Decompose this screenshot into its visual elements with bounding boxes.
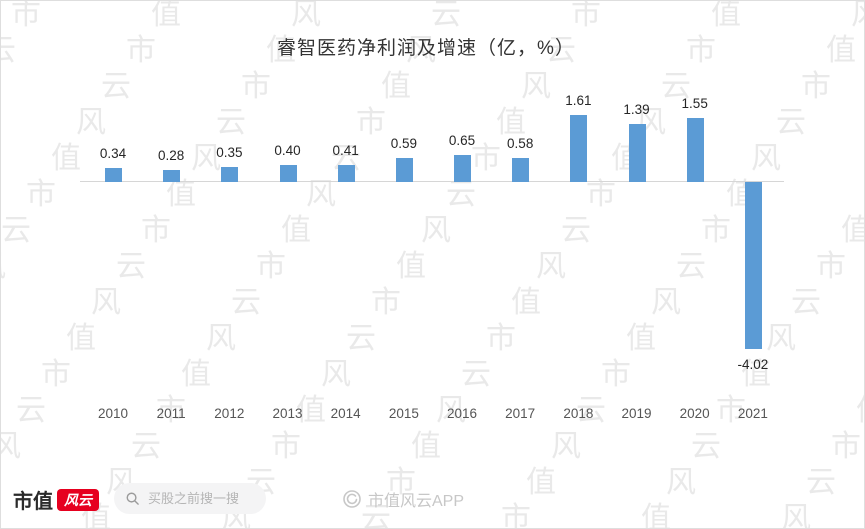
bar xyxy=(395,157,413,182)
plot-area: 0.34 2010 0.28 2011 0.35 2012 0.40 2013 0.41 2014… xyxy=(80,61,784,441)
watermark-char: 值 xyxy=(151,0,181,31)
x-axis-label: 2013 xyxy=(272,406,303,421)
bar xyxy=(279,165,297,182)
x-axis-label: 2019 xyxy=(621,406,652,421)
x-axis-label: 2014 xyxy=(330,406,361,421)
watermark-char: 值 xyxy=(856,396,864,426)
watermark-char: 市 xyxy=(816,250,846,283)
app-watermark-text: 市值风云APP xyxy=(368,493,465,510)
watermark-char: 市 xyxy=(831,430,861,463)
bar-column: 0.40 2013 xyxy=(259,61,317,441)
bar-column: 0.41 2014 xyxy=(317,61,375,441)
search-icon xyxy=(126,492,139,505)
zero-axis-line xyxy=(80,181,784,182)
x-axis-label: 2012 xyxy=(214,406,245,421)
watermark-char: 市 xyxy=(801,70,831,103)
x-axis-label: 2021 xyxy=(737,406,768,421)
bar-column: 0.65 2016 xyxy=(433,61,491,441)
bar xyxy=(686,117,704,182)
bar-column: 0.35 2012 xyxy=(200,61,258,441)
bar-value-label: 0.40 xyxy=(274,143,301,159)
bar-column: 0.28 2011 xyxy=(142,61,200,441)
watermark-char: 云 xyxy=(1,214,31,247)
bar-column: 0.59 2015 xyxy=(375,61,433,441)
bar xyxy=(337,164,355,182)
watermark-char: 云 xyxy=(16,394,46,427)
bar-value-label: -4.02 xyxy=(737,356,769,372)
bar-value-label: 0.35 xyxy=(216,145,243,161)
bar-value-label: 1.39 xyxy=(623,102,650,118)
bar-value-label: 1.61 xyxy=(565,93,592,109)
chart-title: 睿智医药净利润及增速（亿，%） xyxy=(277,38,575,59)
bar-value-label: 0.28 xyxy=(158,148,185,164)
bar xyxy=(570,115,588,182)
watermark-char: 市 xyxy=(571,0,601,31)
bar xyxy=(628,124,646,182)
bar xyxy=(221,167,239,182)
x-axis-label: 2017 xyxy=(505,406,536,421)
bar xyxy=(744,182,762,349)
bar xyxy=(105,167,122,182)
watermark-char: 值 xyxy=(841,216,864,246)
brand-badge: 风云 xyxy=(57,488,99,511)
watermark-char: 市 xyxy=(41,358,71,391)
brand-text: 市值 xyxy=(13,491,53,513)
watermark-char: 风 xyxy=(1,432,21,462)
search-input[interactable] xyxy=(146,490,255,507)
bar xyxy=(163,170,181,182)
app-watermark: 市值风云APP xyxy=(342,487,464,511)
watermark-char: 市 xyxy=(11,0,41,31)
x-axis-label: 2015 xyxy=(388,406,419,421)
bar-column: 0.58 2017 xyxy=(491,61,549,441)
x-axis-label: 2010 xyxy=(97,406,129,421)
bar-value-label: 0.59 xyxy=(390,135,417,151)
bar-value-label: 0.65 xyxy=(448,133,476,149)
bar-value-label: 1.55 xyxy=(681,95,708,111)
watermark-char: 市 xyxy=(26,178,56,211)
footer-bar: 市值 风云 市值风云APP xyxy=(1,468,864,528)
bar-column: 1.55 2020 xyxy=(666,61,724,441)
watermark-char: 风 xyxy=(291,0,321,31)
bar-value-label: 0.34 xyxy=(99,145,127,161)
watermark-char: 风 xyxy=(851,1,864,30)
watermark-char: 值 xyxy=(711,0,741,31)
x-axis-label: 2020 xyxy=(679,406,710,421)
search-box[interactable] xyxy=(114,483,266,514)
x-axis-label: 2011 xyxy=(156,406,186,421)
x-axis-label: 2018 xyxy=(563,406,594,421)
bar-column: 1.39 2019 xyxy=(608,61,666,441)
bar-value-label: 0.58 xyxy=(507,135,534,151)
bar-value-label: 0.41 xyxy=(332,142,359,158)
watermark-char: 云 xyxy=(431,0,461,31)
watermark-char: 风 xyxy=(1,252,6,282)
bar xyxy=(512,157,530,182)
bar-column: -4.02 2021 xyxy=(724,61,782,441)
bar-column: 1.61 2018 xyxy=(549,61,607,441)
app-logo-icon xyxy=(343,490,361,508)
brand-logo: 市值 风云 xyxy=(13,485,99,514)
bar-column: 0.34 2010 xyxy=(84,61,142,441)
watermark-char: 云 xyxy=(791,286,821,319)
bar xyxy=(454,155,472,182)
x-axis-label: 2016 xyxy=(446,406,478,421)
